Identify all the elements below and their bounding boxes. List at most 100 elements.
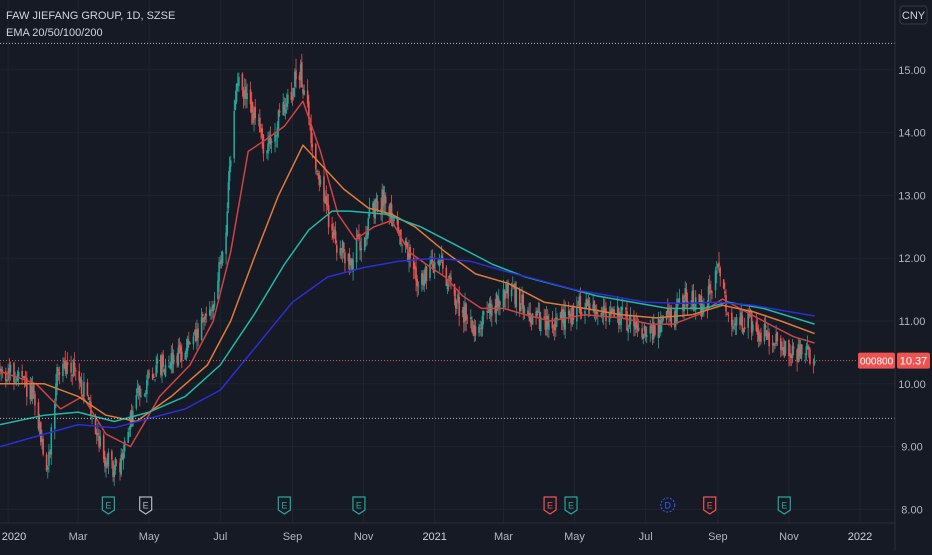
- candle: [431, 249, 434, 270]
- candle: [398, 230, 401, 245]
- candle: [42, 435, 44, 457]
- candle: [50, 423, 53, 465]
- candle: [768, 328, 770, 355]
- candle: [213, 291, 216, 310]
- x-tick-label: Jul: [213, 531, 227, 543]
- earnings-marker[interactable]: E: [277, 496, 291, 515]
- candle: [46, 465, 49, 479]
- candle: [415, 257, 417, 292]
- candle: [71, 374, 74, 386]
- candle: [478, 323, 480, 338]
- candle: [91, 416, 93, 425]
- candle: [530, 314, 533, 331]
- candle: [764, 314, 767, 337]
- candle: [266, 149, 268, 159]
- candle: [319, 175, 322, 187]
- price-scale-panel[interactable]: [895, 0, 932, 550]
- ema-line-ema100: [0, 210, 815, 426]
- candle: [99, 430, 102, 450]
- candle: [644, 325, 647, 342]
- candle: [548, 313, 550, 339]
- earnings-marker[interactable]: E: [777, 496, 791, 515]
- candle: [292, 87, 295, 101]
- candle: [372, 200, 374, 214]
- candle: [260, 123, 262, 140]
- candle: [359, 233, 361, 261]
- candle: [317, 169, 319, 180]
- candle: [32, 382, 35, 399]
- candle: [172, 349, 175, 374]
- candle: [88, 397, 91, 408]
- indicator-title[interactable]: EMA 20/50/100/200: [6, 27, 103, 39]
- x-tick-label: May: [564, 531, 585, 543]
- candle: [454, 290, 457, 315]
- candle: [37, 398, 40, 432]
- candle: [430, 249, 432, 266]
- candle: [714, 266, 717, 299]
- candle: [494, 298, 497, 323]
- candle: [520, 303, 522, 312]
- candle: [710, 280, 712, 303]
- candle: [724, 282, 726, 298]
- candle: [243, 78, 246, 106]
- x-tick-label: Mar: [494, 531, 513, 543]
- earnings-marker[interactable]: E: [703, 496, 717, 515]
- candle: [666, 298, 669, 317]
- candle: [257, 113, 260, 127]
- candle: [389, 202, 392, 223]
- candle: [220, 250, 223, 269]
- candle: [204, 312, 206, 326]
- candle: [104, 450, 106, 473]
- x-tick-label: 2021: [422, 531, 446, 543]
- candle: [597, 309, 599, 326]
- dividend-marker[interactable]: D: [660, 497, 676, 513]
- candle: [381, 183, 384, 223]
- marker-label: E: [781, 501, 787, 511]
- candle: [535, 307, 537, 325]
- candle: [168, 355, 170, 368]
- earnings-marker[interactable]: E: [543, 496, 557, 515]
- candle: [767, 323, 769, 340]
- candle: [365, 225, 367, 247]
- candle: [790, 353, 793, 367]
- candle: [56, 363, 58, 396]
- candle: [41, 429, 43, 450]
- candle: [742, 328, 745, 336]
- candle: [310, 114, 312, 151]
- earnings-marker[interactable]: E: [139, 496, 153, 515]
- candle: [262, 133, 265, 162]
- candle: [461, 306, 464, 318]
- candle: [507, 279, 509, 310]
- candle: [295, 58, 297, 89]
- candle: [612, 306, 614, 313]
- candle: [48, 443, 50, 473]
- candle: [804, 353, 807, 364]
- x-tick-label: Nov: [779, 531, 799, 543]
- candle: [585, 291, 587, 309]
- candle: [70, 355, 72, 382]
- candle: [752, 320, 754, 336]
- candle: [316, 169, 318, 176]
- earnings-marker[interactable]: E: [101, 496, 115, 515]
- candle: [792, 342, 795, 356]
- x-tick-label: Mar: [69, 531, 88, 543]
- currency-label[interactable]: CNY: [899, 5, 928, 25]
- marker-label: D: [665, 501, 672, 511]
- candle: [546, 309, 549, 338]
- candle: [497, 288, 500, 315]
- candle: [449, 273, 451, 287]
- candle: [437, 258, 439, 266]
- earnings-marker[interactable]: E: [564, 496, 578, 515]
- candle: [445, 264, 448, 287]
- candle: [464, 292, 466, 331]
- symbol-title[interactable]: FAW JIEFANG GROUP, 1D, SZSE: [6, 10, 176, 22]
- candle: [184, 350, 187, 360]
- candle: [205, 306, 208, 323]
- earnings-marker[interactable]: E: [352, 496, 366, 515]
- candle: [727, 311, 730, 323]
- y-tick-label: 13.00: [898, 190, 926, 202]
- candle: [735, 314, 738, 335]
- candle: [504, 283, 507, 309]
